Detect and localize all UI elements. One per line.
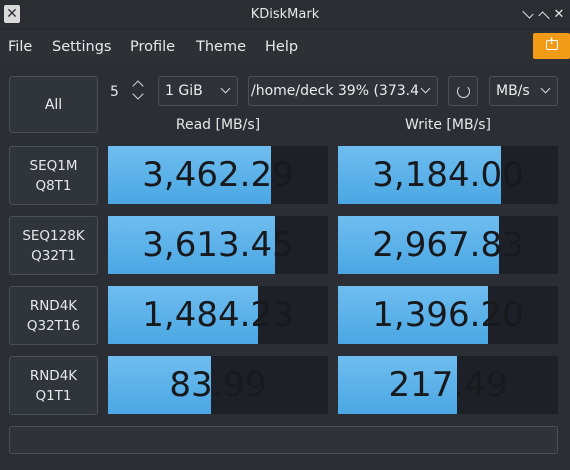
result-bar xyxy=(108,286,258,344)
result-write-cell: 2,967.83 xyxy=(338,216,558,274)
notification-button[interactable] xyxy=(533,33,570,59)
test-params: Q1T1 xyxy=(35,388,72,404)
result-bar xyxy=(108,216,276,274)
run-all-button[interactable]: All xyxy=(9,76,98,133)
result-bar xyxy=(108,146,271,204)
menu-file[interactable]: File xyxy=(8,39,33,55)
test-rnd4k-q1t1-button[interactable]: RND4K Q1T1 xyxy=(9,356,98,415)
write-header: Write [MB/s] xyxy=(404,117,492,133)
read-header: Read [MB/s] xyxy=(175,117,261,133)
result-read-cell: 3,462.29 xyxy=(108,146,328,204)
test-name: SEQ1M xyxy=(29,158,78,174)
result-value: 83.99 xyxy=(169,365,267,405)
result-bar xyxy=(338,146,501,204)
app-logo-icon: ✕ xyxy=(4,5,20,23)
menu-profile[interactable]: Profile xyxy=(130,39,176,55)
result-read-cell: 1,484.23 xyxy=(108,286,328,344)
refresh-button[interactable] xyxy=(448,76,478,106)
chevron-down-icon xyxy=(522,7,534,19)
title-bar: ✕ KDiskMark ✕ xyxy=(0,0,570,30)
chevron-down-icon[interactable] xyxy=(132,88,144,100)
result-bar xyxy=(338,286,488,344)
test-rnd4k-q32t16-button[interactable]: RND4K Q32T16 xyxy=(9,286,98,345)
size-value: 1 GiB xyxy=(165,83,203,99)
chevron-down-icon xyxy=(540,83,551,94)
chevron-down-icon xyxy=(420,83,431,94)
runs-count[interactable]: 5 xyxy=(110,84,119,100)
result-value: 1,396.20 xyxy=(372,295,524,335)
menu-bar: File Settings Profile Theme Help xyxy=(0,31,570,64)
result-value: 1,484.23 xyxy=(142,295,294,335)
menu-settings[interactable]: Settings xyxy=(52,39,112,55)
result-bar xyxy=(338,216,499,274)
chevron-down-icon xyxy=(220,83,231,94)
test-seq128k-q32t1-button[interactable]: SEQ128K Q32T1 xyxy=(9,216,98,275)
result-value: 2,967.83 xyxy=(372,225,524,265)
chevron-up-icon xyxy=(538,11,550,23)
close-icon: ✕ xyxy=(553,7,565,22)
result-write-cell: 1,396.20 xyxy=(338,286,558,344)
result-write-cell: 3,184.00 xyxy=(338,146,558,204)
result-bar xyxy=(108,356,212,414)
test-seq1m-q8t1-button[interactable]: SEQ1M Q8T1 xyxy=(9,146,98,205)
test-params: Q32T1 xyxy=(31,248,76,264)
unit-value: MB/s xyxy=(496,83,530,99)
test-name: RND4K xyxy=(29,368,78,384)
menu-theme[interactable]: Theme xyxy=(196,39,247,55)
result-bar xyxy=(338,356,457,414)
result-read-cell: 3,613.45 xyxy=(108,216,328,274)
runs-stepper[interactable] xyxy=(130,76,148,106)
test-params: Q8T1 xyxy=(35,178,72,194)
result-value: 3,613.45 xyxy=(142,225,294,265)
path-value: /home/deck 39% (373.4 xyxy=(251,83,419,99)
refresh-icon xyxy=(457,85,470,98)
path-select[interactable]: /home/deck 39% (373.4 xyxy=(248,76,438,106)
window-title: KDiskMark xyxy=(250,7,320,22)
status-bar xyxy=(9,426,558,454)
close-button[interactable]: ✕ xyxy=(550,6,568,24)
result-read-cell: 83.99 xyxy=(108,356,328,414)
result-value: 3,184.00 xyxy=(372,155,524,195)
size-select[interactable]: 1 GiB xyxy=(158,76,238,106)
result-write-cell: 217.49 xyxy=(338,356,558,414)
test-name: RND4K xyxy=(29,298,78,314)
menu-help[interactable]: Help xyxy=(265,39,299,55)
test-name: SEQ128K xyxy=(22,228,85,244)
chat-bubble-icon xyxy=(546,37,558,50)
unit-select[interactable]: MB/s xyxy=(489,76,558,106)
result-value: 217.49 xyxy=(388,365,508,405)
test-params: Q32T16 xyxy=(26,318,81,334)
result-value: 3,462.29 xyxy=(142,155,294,195)
